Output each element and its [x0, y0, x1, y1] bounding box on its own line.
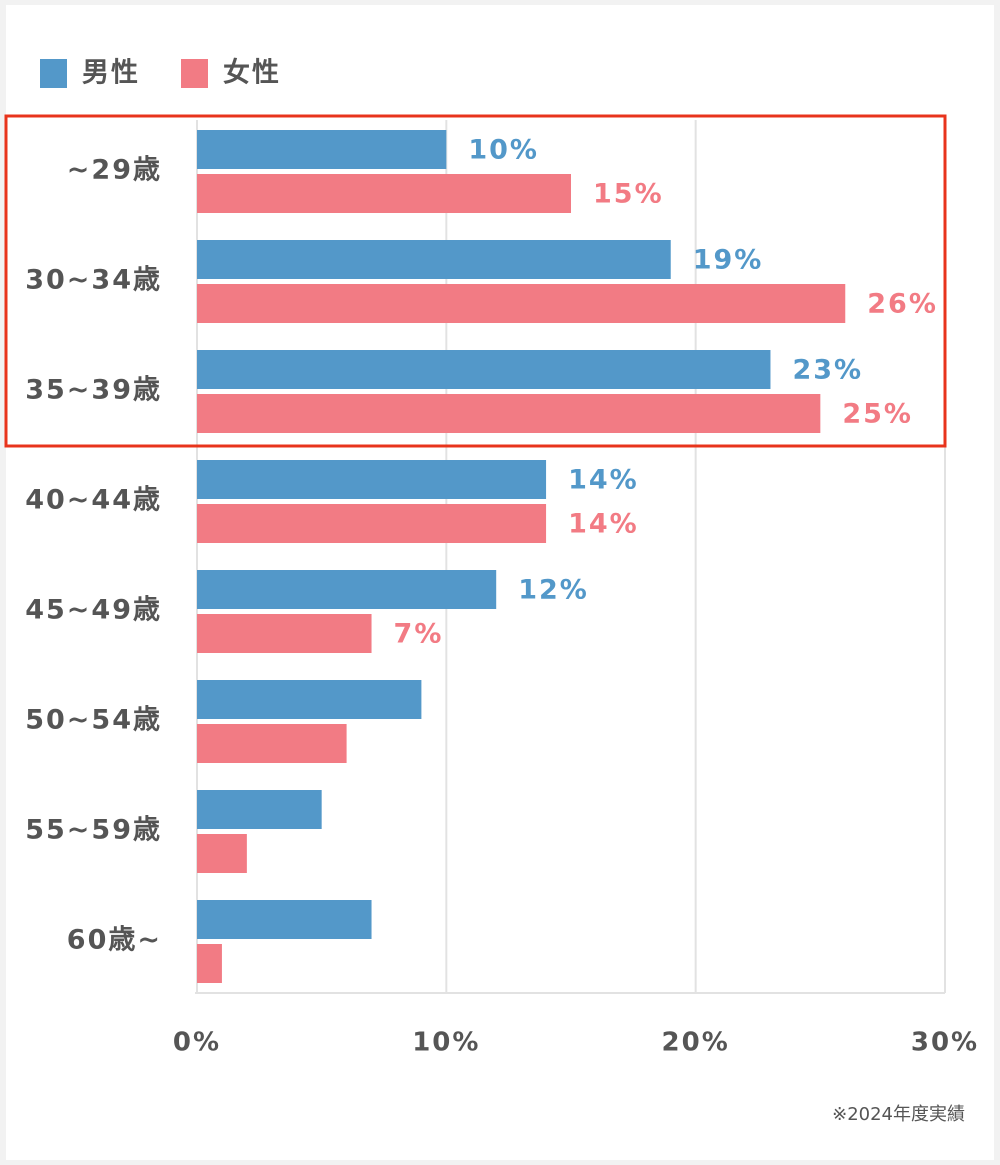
bar — [197, 680, 422, 719]
bar — [197, 614, 372, 653]
data-label: 19% — [693, 245, 764, 276]
data-label: 14% — [568, 465, 639, 496]
legend-label: 男性 — [82, 58, 140, 89]
data-label: 14% — [568, 509, 639, 540]
x-tick-label: 20% — [662, 1028, 730, 1058]
x-tick-label: 0% — [173, 1028, 221, 1058]
y-tick-label: 35~39歳 — [25, 375, 162, 406]
bar — [197, 834, 247, 873]
bar — [197, 284, 846, 323]
y-tick-label: 40~44歳 — [25, 485, 162, 516]
y-tick-label: 30~34歳 — [25, 265, 162, 296]
data-label: 15% — [593, 179, 664, 210]
highlight-box — [4, 114, 947, 448]
bar — [197, 900, 372, 939]
data-label: 26% — [867, 289, 938, 320]
bar — [197, 570, 497, 609]
x-tick-label: 30% — [911, 1028, 979, 1058]
bar — [197, 240, 671, 279]
y-tick-label: ~29歳 — [67, 155, 162, 186]
bar — [197, 130, 447, 169]
y-tick-label: 50~54歳 — [25, 705, 162, 736]
bar — [197, 944, 222, 983]
x-tick-label: 10% — [412, 1028, 480, 1058]
bar — [197, 394, 821, 433]
y-tick-label: 60歳~ — [67, 925, 162, 956]
bar — [197, 790, 322, 829]
legend-swatch — [181, 59, 208, 88]
bar — [197, 350, 771, 389]
bar — [197, 174, 571, 213]
data-label: 12% — [518, 575, 589, 606]
legend-swatch — [40, 59, 67, 88]
legend-label: 女性 — [223, 57, 281, 89]
bar — [197, 724, 347, 763]
data-label: 25% — [842, 399, 913, 430]
data-label: 10% — [468, 135, 539, 166]
bar — [197, 460, 547, 499]
bar — [197, 504, 547, 543]
data-label: 23% — [792, 355, 863, 386]
y-tick-label: 45~49歳 — [25, 595, 162, 626]
data-label: 7% — [394, 619, 444, 650]
y-tick-label: 55~59歳 — [25, 815, 162, 846]
footnote: ※2024年度実績 — [832, 1104, 965, 1125]
